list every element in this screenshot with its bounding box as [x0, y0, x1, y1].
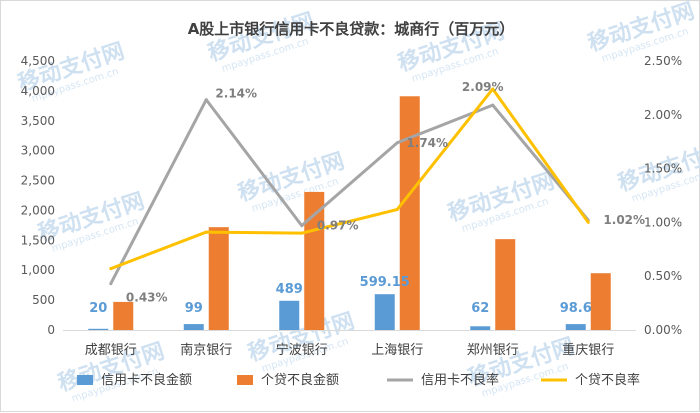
legend-item: 个贷不良金额 — [237, 372, 339, 388]
personal-loan-npl-rate-point — [586, 220, 590, 224]
personal-loan-npl-rate-point — [491, 87, 495, 91]
credit-card-npl-amount-label: 599.15 — [360, 275, 410, 290]
credit-card-npl-rate-label: 0.97% — [317, 219, 359, 233]
credit-card-npl-rate-label: 1.02% — [603, 213, 645, 227]
left-axis-tick-label: 3,500 — [21, 114, 55, 128]
legend-item: 信用卡不良率 — [387, 372, 499, 388]
personal-loan-npl-bar — [304, 191, 325, 330]
right-axis-tick-label: 0.50% — [644, 269, 682, 283]
credit-card-npl-bar — [279, 300, 300, 330]
category-label: 重庆银行 — [562, 342, 614, 358]
credit-card-npl-rate-label: 2.09% — [462, 80, 504, 94]
right-axis-tick-label: 0.00% — [644, 323, 682, 337]
credit-card-npl-bar — [470, 326, 491, 330]
credit-card-npl-rate-point — [109, 282, 113, 286]
left-axis-tick-label: 4,000 — [21, 84, 55, 98]
legend: 信用卡不良金额 个贷不良金额 信用卡不良率 个贷不良率 — [77, 372, 640, 388]
credit-card-npl-rate-label: 1.74% — [406, 136, 448, 150]
legend-item: 信用卡不良金额 — [77, 372, 192, 388]
category-label: 成都银行 — [85, 343, 137, 358]
left-axis-tick-label: 0 — [47, 323, 55, 337]
personal-loan-npl-bar — [399, 96, 420, 330]
category-label: 郑州银行 — [467, 343, 519, 358]
left-axis-tick-label: 1,500 — [21, 233, 55, 247]
credit-card-npl-amount-label: 99 — [185, 301, 203, 316]
lines — [109, 87, 590, 286]
axes: 0 500 1,000 1,500 2,000 2,500 3,000 3,500 4,000 4… — [21, 54, 682, 358]
right-axis-tick-label: 1.00% — [644, 215, 682, 229]
legend-label: 信用卡不良率 — [421, 372, 499, 388]
legend-label: 个贷不良率 — [575, 372, 640, 388]
personal-loan-npl-rate-line — [110, 87, 590, 271]
credit-card-npl-rate-point — [491, 103, 495, 107]
credit-card-npl-bar — [183, 324, 204, 330]
right-axis-tick-label: 1.50% — [644, 162, 682, 176]
personal-loan-npl-bar — [495, 239, 516, 330]
category-label: 上海银行 — [371, 343, 423, 358]
credit-card-npl-rate-label: 0.43% — [126, 291, 168, 305]
personal-loan-npl-rate-point — [395, 207, 399, 211]
credit-card-npl-rate-point — [204, 98, 208, 102]
category-label: 南京银行 — [180, 342, 232, 358]
credit-card-npl-bar — [88, 328, 109, 330]
right-axis-tick-label: 2.50% — [644, 54, 682, 68]
credit-card-npl-bar — [374, 294, 395, 330]
chart-title: A股上市银行信用卡不良贷款：城商行（百万元） — [188, 20, 515, 38]
credit-card-npl-amount-label: 62 — [471, 301, 489, 316]
legend-item: 个贷不良率 — [541, 372, 640, 388]
credit-card-npl-rate-point — [395, 141, 399, 145]
credit-card-npl-rate-line — [109, 98, 590, 285]
legend-swatch — [77, 375, 93, 385]
left-axis-tick-label: 1,000 — [21, 263, 55, 277]
personal-loan-npl-bar — [590, 273, 611, 330]
credit-card-npl-amount-label: 20 — [89, 301, 107, 316]
legend-swatch — [237, 375, 253, 385]
left-axis-tick-label: 2,500 — [21, 174, 55, 188]
category-label: 宁波银行 — [276, 342, 328, 358]
left-axis-tick-label: 3,000 — [21, 144, 55, 158]
personal-loan-npl-rate-point — [204, 230, 208, 234]
legend-label: 个贷不良金额 — [261, 372, 339, 388]
left-axis-tick-label: 4,500 — [21, 54, 55, 68]
data-labels: 20 99 489 599.15 62 98.6 0.43% 2.14% 0.97% 1.74% 2… — [89, 80, 645, 316]
credit-card-npl-rate-point — [300, 224, 304, 228]
credit-card-npl-amount-label: 98.6 — [560, 301, 592, 316]
left-axis-tick-label: 2,000 — [21, 203, 55, 217]
credit-card-npl-amount-label: 489 — [276, 282, 303, 297]
left-axis-tick-label: 500 — [32, 293, 55, 307]
credit-card-npl-bar — [565, 324, 586, 330]
bars — [88, 96, 611, 330]
legend-label: 信用卡不良金额 — [101, 372, 192, 388]
personal-loan-npl-rate-point — [300, 231, 304, 235]
right-axis-tick-label: 2.00% — [644, 108, 682, 122]
personal-loan-npl-bar — [208, 227, 229, 330]
personal-loan-npl-rate-point — [109, 267, 113, 271]
personal-loan-npl-bar — [113, 301, 134, 330]
credit-card-npl-rate-label: 2.14% — [215, 87, 257, 101]
